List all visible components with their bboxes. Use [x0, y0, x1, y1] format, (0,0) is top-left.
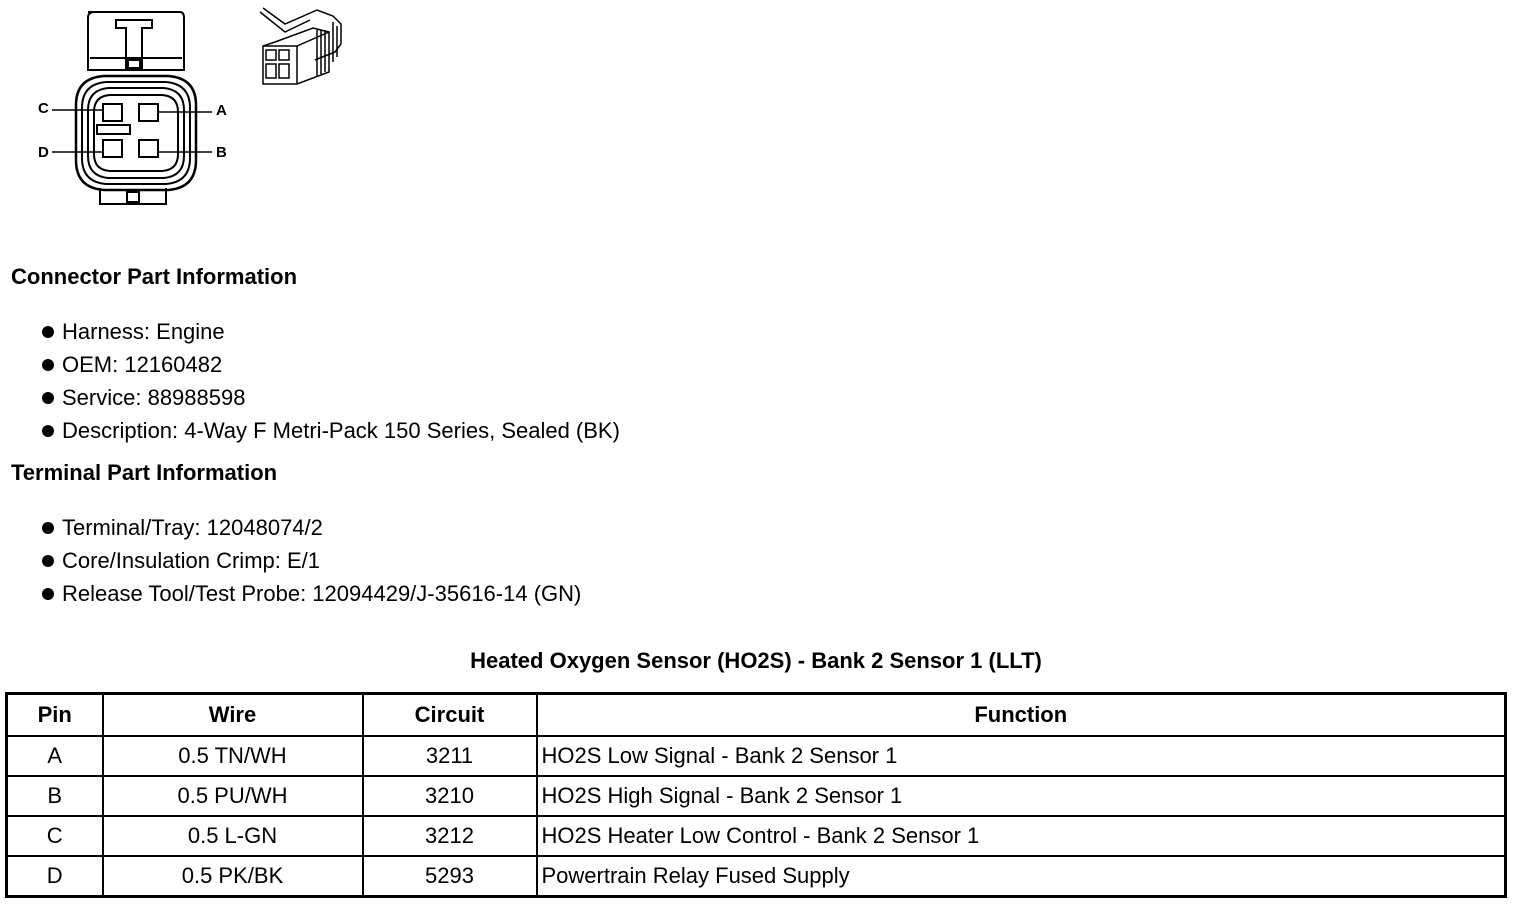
header-pin: Pin [5, 692, 104, 737]
cell-circuit: 3211 [361, 735, 538, 777]
header-wire: Wire [101, 692, 364, 737]
list-item: Harness: Engine [12, 315, 620, 348]
list-item: Release Tool/Test Probe: 12094429/J-3561… [12, 577, 581, 610]
bullet-icon [42, 522, 54, 534]
crimp-text: Core/Insulation Crimp: E/1 [62, 548, 320, 573]
pinout-table: Pin Wire Circuit Function A 0.5 TN/WH 32… [5, 692, 1507, 898]
cell-function: Powertrain Relay Fused Supply [535, 855, 1507, 898]
connector-part-heading: Connector Part Information [11, 264, 298, 289]
table-header-row: Pin Wire Circuit Function [5, 692, 1507, 737]
cell-pin: D [5, 855, 104, 898]
description-text: Description: 4-Way F Metri-Pack 150 Seri… [62, 418, 620, 443]
list-item: Core/Insulation Crimp: E/1 [12, 544, 581, 577]
cell-wire: 0.5 TN/WH [101, 735, 364, 777]
service-text: Service: 88988598 [62, 385, 246, 410]
pin-label-a: A [216, 102, 227, 119]
connector-part-list: Harness: Engine OEM: 12160482 Service: 8… [12, 315, 620, 447]
header-function: Function [535, 692, 1507, 737]
terminal-tray-text: Terminal/Tray: 12048074/2 [62, 515, 323, 540]
cell-wire: 0.5 L-GN [101, 815, 364, 857]
connector-isometric-image [259, 7, 342, 85]
cell-wire: 0.5 PK/BK [101, 855, 364, 898]
bullet-icon [42, 588, 54, 600]
terminal-part-list: Terminal/Tray: 12048074/2 Core/Insulatio… [12, 511, 581, 610]
cell-circuit: 3210 [361, 775, 538, 817]
cell-function: HO2S Low Signal - Bank 2 Sensor 1 [535, 735, 1507, 777]
cell-circuit: 3212 [361, 815, 538, 857]
harness-text: Harness: Engine [62, 319, 225, 344]
bullet-icon [42, 326, 54, 338]
table-row: D 0.5 PK/BK 5293 Powertrain Relay Fused … [5, 855, 1507, 898]
cell-function: HO2S Heater Low Control - Bank 2 Sensor … [535, 815, 1507, 857]
terminal-part-heading: Terminal Part Information [11, 460, 278, 485]
connector-face-diagram [52, 11, 212, 205]
cell-function: HO2S High Signal - Bank 2 Sensor 1 [535, 775, 1507, 817]
pin-label-b: B [216, 144, 227, 161]
list-item: Terminal/Tray: 12048074/2 [12, 511, 581, 544]
header-circuit: Circuit [361, 692, 538, 737]
list-item: OEM: 12160482 [12, 348, 620, 381]
cell-wire: 0.5 PU/WH [101, 775, 364, 817]
bullet-icon [42, 392, 54, 404]
oem-text: OEM: 12160482 [62, 352, 223, 377]
table-row: A 0.5 TN/WH 3211 HO2S Low Signal - Bank … [5, 735, 1507, 777]
bullet-icon [42, 555, 54, 567]
cell-pin: B [5, 775, 104, 817]
pin-label-d: D [38, 144, 49, 161]
cell-pin: A [5, 735, 104, 777]
table-caption: Heated Oxygen Sensor (HO2S) - Bank 2 Sen… [470, 648, 1042, 673]
release-tool-text: Release Tool/Test Probe: 12094429/J-3561… [62, 581, 582, 606]
table-row: B 0.5 PU/WH 3210 HO2S High Signal - Bank… [5, 775, 1507, 817]
bullet-icon [42, 425, 54, 437]
list-item: Description: 4-Way F Metri-Pack 150 Seri… [12, 414, 620, 447]
cell-circuit: 5293 [361, 855, 538, 898]
pin-label-c: C [38, 100, 49, 117]
list-item: Service: 88988598 [12, 381, 620, 414]
table-row: C 0.5 L-GN 3212 HO2S Heater Low Control … [5, 815, 1507, 857]
cell-pin: C [5, 815, 104, 857]
bullet-icon [42, 359, 54, 371]
